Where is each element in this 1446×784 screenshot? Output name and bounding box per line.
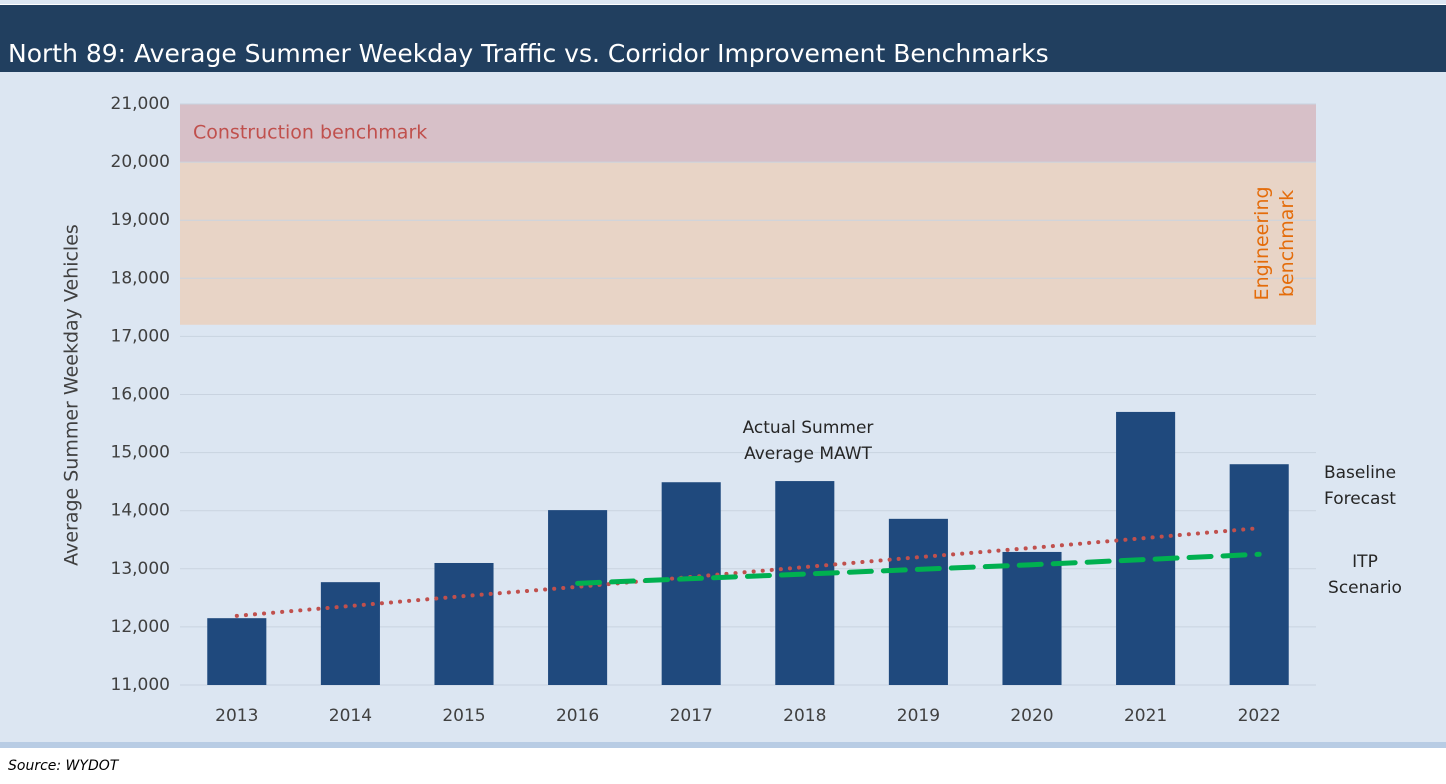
y-tick-label: 19,000 — [111, 210, 170, 230]
band-label: Engineering benchmark — [1251, 186, 1298, 300]
x-tick-label: 2014 — [329, 706, 372, 726]
trend-line — [234, 526, 1262, 618]
y-tick-label: 12,000 — [111, 617, 170, 637]
bar — [434, 562, 494, 685]
x-tick-label: 2020 — [1010, 706, 1053, 726]
bar — [1116, 411, 1176, 685]
bar — [661, 482, 721, 685]
y-tick-label: 13,000 — [111, 559, 170, 579]
bar — [320, 582, 380, 685]
x-tick-label: 2017 — [670, 706, 713, 726]
trend-line — [575, 551, 1262, 586]
y-tick-label: 11,000 — [111, 675, 170, 695]
source: Source: WYDOT — [8, 758, 120, 774]
y-axis-title: Average Summer Weekday Vehicles — [61, 224, 83, 566]
y-tick-label: 15,000 — [111, 443, 170, 463]
x-tick-label: 2021 — [1124, 706, 1167, 726]
x-tick-label: 2015 — [442, 706, 485, 726]
y-tick-label: 14,000 — [111, 501, 170, 521]
x-tick-label: 2019 — [897, 706, 940, 726]
bar — [207, 618, 267, 685]
bar — [1229, 464, 1289, 685]
y-tick-label: 16,000 — [111, 385, 170, 405]
y-tick-label: 17,000 — [111, 326, 170, 346]
x-tick-label: 2018 — [783, 706, 826, 726]
y-tick-label: 21,000 — [111, 94, 170, 114]
y-tick-label: 18,000 — [111, 268, 170, 288]
bar — [1002, 551, 1062, 685]
benchmark-band — [180, 162, 1316, 325]
bar — [888, 518, 948, 685]
series-label: Actual Summer Average MAWT — [743, 418, 874, 464]
bottom-strip — [0, 742, 1446, 748]
x-tick-label: 2022 — [1238, 706, 1281, 726]
title-bar — [0, 5, 1446, 72]
series-label: Baseline Forecast — [1324, 463, 1396, 509]
benchmark-band — [180, 104, 1316, 163]
chart-title: North 89: Average Summer Weekday Traffic… — [8, 39, 1049, 68]
x-tick-label: 2013 — [215, 706, 258, 726]
y-tick-label: 20,000 — [111, 152, 170, 172]
x-tick-label: 2016 — [556, 706, 599, 726]
band-label: Construction benchmark — [193, 122, 427, 144]
top-strip — [0, 0, 1446, 4]
bar — [775, 481, 835, 685]
series-label: ITP Scenario — [1328, 552, 1402, 598]
bar — [548, 510, 608, 685]
